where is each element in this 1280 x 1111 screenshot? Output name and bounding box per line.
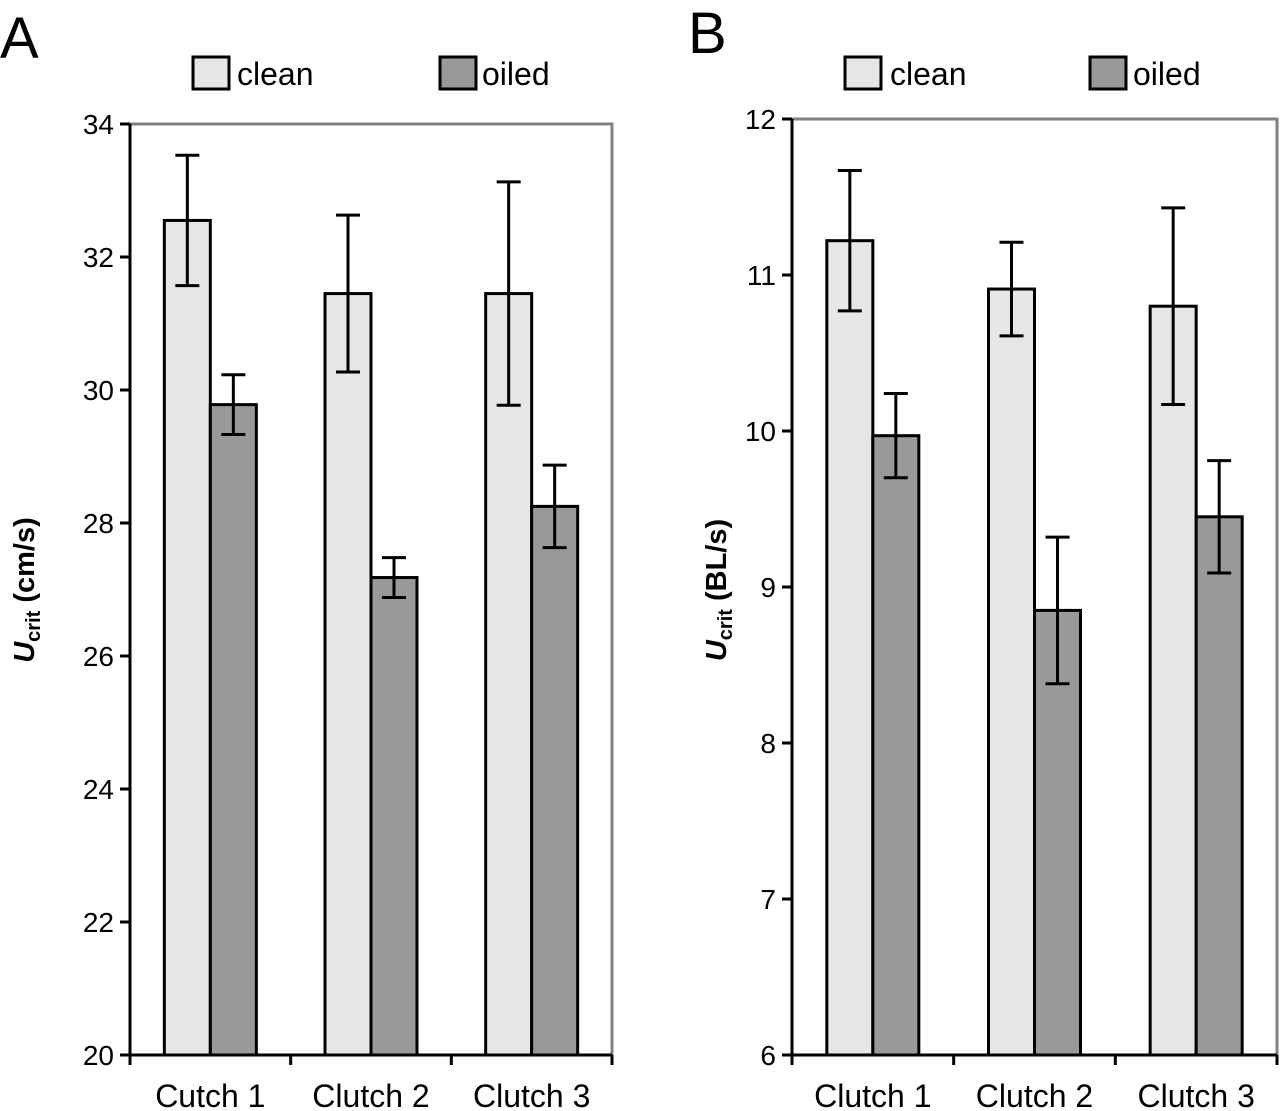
y-tick-label: 22 (83, 907, 114, 938)
bar-oiled (530, 504, 580, 1057)
y-tick-label: 34 (83, 109, 114, 140)
legend-label-oiled: oiled (482, 56, 550, 92)
y-axis-label-unit: (BL/s) (701, 519, 733, 609)
bar-oiled (871, 434, 921, 1057)
x-tick-label: Clutch 3 (473, 1078, 590, 1111)
legend-a: clean oiled (191, 55, 550, 92)
x-tick-label: Clutch 2 (976, 1078, 1093, 1111)
y-axis-label-symbol: U (701, 639, 733, 661)
legend-label-clean: clean (890, 56, 967, 92)
panel-b: B clean oiled Ucrit (BL/s) 6 7 8 9 10 11 12 Clu… (688, 1, 1279, 1111)
y-ticks-b: 6 7 8 9 10 11 12 Clutch 1 Clutch 2 Clutch 3 (745, 104, 1279, 1111)
legend-swatch-oiled (1088, 55, 1128, 91)
x-tick-label: Cutch 1 (155, 1078, 265, 1111)
y-tick-label: 11 (747, 260, 776, 291)
bar-oiled (369, 576, 419, 1057)
x-tick-label: Clutch 3 (1137, 1078, 1254, 1111)
y-tick-label: 9 (760, 572, 776, 603)
bar-clean (484, 292, 534, 1057)
bar-clean (825, 239, 875, 1057)
x-tick-label: Clutch 2 (312, 1078, 429, 1111)
y-tick-label: 12 (745, 104, 776, 135)
y-tick-label: 26 (83, 641, 114, 672)
legend-swatch-clean (843, 55, 883, 91)
panel-a: A clean oiled Ucrit (cm/s) 20 22 24 26 28 30 3… (0, 6, 614, 1111)
bar-oiled (1194, 515, 1244, 1057)
bar-clean (1148, 304, 1198, 1057)
y-axis-label-symbol: U (9, 641, 41, 663)
legend-label-oiled: oiled (1133, 56, 1201, 92)
legend-label-clean: clean (237, 56, 314, 92)
bar-oiled (208, 403, 258, 1057)
legend-swatch-oiled (438, 55, 478, 91)
legend-b: clean oiled (843, 55, 1201, 92)
y-axis-label-a: Ucrit (cm/s) (9, 517, 45, 663)
y-tick-label: 32 (83, 242, 114, 273)
y-tick-label: 6 (760, 1040, 776, 1071)
y-tick-label: 24 (83, 774, 114, 805)
y-axis-label-subscript: crit (23, 610, 45, 641)
bar-clean (987, 287, 1036, 1057)
bars-a (162, 153, 580, 1057)
y-axis-label-subscript: crit (715, 609, 737, 640)
y-tick-label: 8 (760, 728, 776, 759)
y-tick-label: 7 (760, 884, 776, 915)
y-tick-label: 28 (83, 508, 114, 539)
bars-b (825, 168, 1244, 1057)
y-ticks-a: 20 22 24 26 28 30 32 34 Cutch 1 Clutch 2 Clutch 3 (83, 109, 614, 1111)
bar-clean (323, 292, 373, 1057)
x-tick-label: Clutch 1 (814, 1078, 931, 1111)
y-axis-label-unit: (cm/s) (9, 517, 41, 610)
y-tick-label: 30 (83, 375, 114, 406)
panel-letter-b: B (688, 1, 727, 66)
y-tick-label: 20 (83, 1040, 114, 1071)
y-tick-label: 10 (745, 416, 776, 447)
y-axis-label-b: Ucrit (BL/s) (701, 519, 737, 661)
panel-letter-a: A (0, 6, 39, 71)
legend-swatch-clean (191, 55, 231, 91)
bar-clean (162, 218, 212, 1057)
